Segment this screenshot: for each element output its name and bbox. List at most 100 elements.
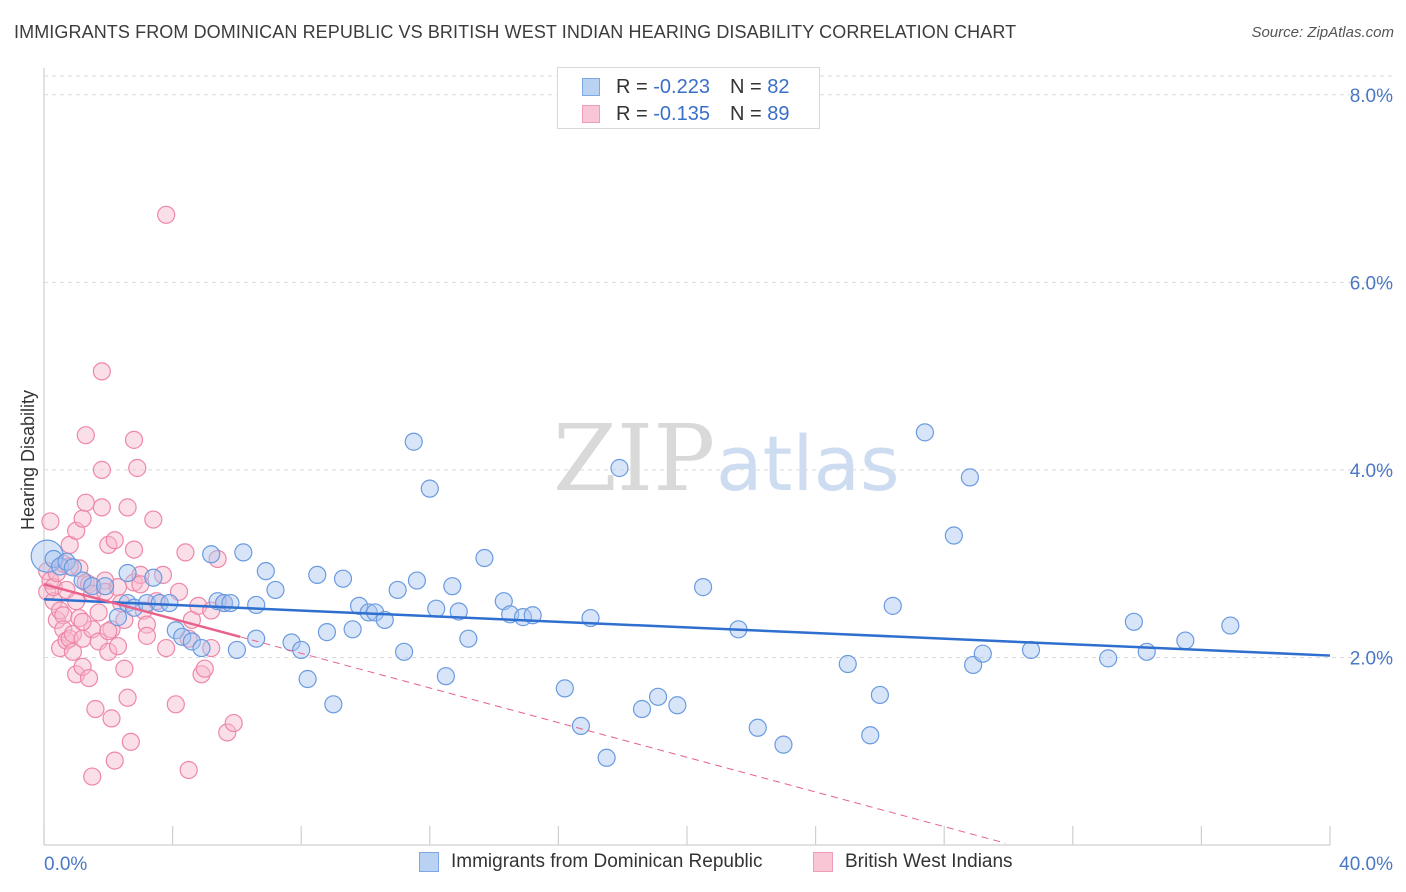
data-point-dominican-republic <box>774 735 793 754</box>
data-point-british-west-indians <box>76 493 95 512</box>
data-point-dominican-republic <box>420 479 439 498</box>
data-point-british-west-indians <box>118 498 137 517</box>
data-point-british-west-indians <box>128 458 147 478</box>
legend-item-dominican-republic[interactable]: Immigrants from Dominican Republic <box>419 851 763 873</box>
data-point-dominican-republic <box>388 580 407 600</box>
data-point-dominican-republic <box>915 423 935 442</box>
stats-legend: R = -0.223 N = 82 R = -0.135 N = 89 <box>557 67 820 129</box>
data-point-dominican-republic <box>693 578 713 597</box>
data-point-british-west-indians <box>115 659 134 678</box>
data-point-british-west-indians <box>63 624 83 644</box>
data-point-british-west-indians <box>57 631 76 650</box>
data-point-british-west-indians <box>202 638 221 658</box>
data-point-british-west-indians <box>124 430 144 449</box>
data-point-british-west-indians <box>99 642 118 661</box>
data-point-dominican-republic <box>459 629 478 648</box>
trend-line-british-west-indians <box>43 583 241 639</box>
source-credit: Source: ZipAtlas.com <box>1251 24 1394 41</box>
series-legend: Immigrants from Dominican Republic Briti… <box>0 851 1406 877</box>
data-point-british-west-indians <box>73 612 92 631</box>
legend-swatch-blue <box>582 78 600 96</box>
trend-lines <box>43 583 1331 844</box>
data-point-dominican-republic <box>404 432 423 451</box>
data-point-british-west-indians <box>54 620 73 639</box>
legend-n-value: 82 <box>767 75 790 98</box>
data-point-dominican-republic <box>475 548 494 568</box>
chart-title: IMMIGRANTS FROM DOMINICAN REPUBLIC VS BR… <box>14 22 1017 42</box>
watermark: ZIP atlas <box>553 405 900 512</box>
data-point-british-west-indians <box>102 709 121 728</box>
data-point-dominican-republic <box>202 545 221 564</box>
data-point-dominican-republic <box>160 593 179 613</box>
data-point-dominican-republic <box>227 640 246 660</box>
data-point-dominican-republic <box>597 748 616 767</box>
data-point-british-west-indians <box>73 657 92 676</box>
data-point-dominican-republic <box>883 596 902 615</box>
data-point-dominican-republic <box>443 577 462 596</box>
legend-n-label: N = <box>729 75 762 98</box>
data-point-british-west-indians <box>144 510 163 529</box>
data-point-dominican-republic <box>343 620 362 639</box>
series-british-west-indians <box>38 205 243 786</box>
legend-label-british-west-indians: British West Indians <box>845 851 1013 872</box>
data-point-british-west-indians <box>118 688 137 707</box>
data-point-dominican-republic <box>861 726 880 745</box>
data-point-british-west-indians <box>218 723 237 742</box>
data-point-dominican-republic <box>1176 631 1195 650</box>
y-axis-title: Hearing Disability <box>18 390 38 530</box>
data-point-dominican-republic <box>973 644 992 663</box>
data-point-dominican-republic <box>555 679 574 698</box>
data-point-dominican-republic <box>648 687 668 706</box>
data-point-dominican-republic <box>221 593 240 613</box>
data-point-dominican-republic <box>632 699 652 719</box>
y-tick-label: 8.0% <box>1350 86 1393 107</box>
data-point-dominican-republic <box>108 608 128 627</box>
data-point-british-west-indians <box>224 713 243 733</box>
data-point-dominican-republic <box>308 565 327 585</box>
data-point-british-west-indians <box>92 460 111 479</box>
data-point-dominican-republic <box>317 623 337 642</box>
trend-line-british-west-indians-extension <box>239 636 1006 844</box>
data-point-dominican-republic <box>166 621 185 640</box>
data-point-dominican-republic <box>1099 649 1118 668</box>
data-point-dominican-republic <box>427 599 446 618</box>
data-point-dominican-republic <box>668 696 687 715</box>
data-point-dominican-republic <box>83 577 102 596</box>
watermark-zip: ZIP <box>553 405 715 512</box>
legend-r-value: -0.135 <box>653 102 710 125</box>
data-point-dominican-republic <box>292 640 311 660</box>
data-point-dominican-republic <box>1137 642 1156 661</box>
data-point-dominican-republic <box>870 685 890 705</box>
data-point-british-west-indians <box>105 751 124 770</box>
data-point-dominican-republic <box>944 526 963 545</box>
data-point-dominican-republic <box>394 642 414 661</box>
legend-row-blue: R = -0.223 N = 82 <box>582 74 789 100</box>
data-point-british-west-indians <box>179 629 198 648</box>
legend-swatch-pink <box>582 105 600 123</box>
legend-r-label: R = <box>616 75 648 98</box>
watermark-atlas: atlas <box>716 419 900 508</box>
data-point-british-west-indians <box>105 531 124 550</box>
data-point-british-west-indians <box>166 695 185 714</box>
data-point-british-west-indians <box>86 699 105 719</box>
data-point-dominican-republic <box>449 602 468 621</box>
data-point-british-west-indians <box>157 205 176 224</box>
legend-swatch-pink <box>813 852 833 872</box>
legend-swatch-blue <box>419 852 439 872</box>
series-dominican-republic <box>30 423 1240 767</box>
data-point-dominican-republic <box>1124 612 1143 631</box>
data-point-dominican-republic <box>349 596 369 615</box>
data-point-british-west-indians <box>99 622 118 641</box>
data-point-dominican-republic <box>234 543 253 562</box>
data-point-dominican-republic <box>144 568 163 587</box>
data-point-dominican-republic <box>1221 616 1240 635</box>
data-point-dominican-republic <box>748 718 767 737</box>
data-point-dominican-republic <box>182 632 201 651</box>
data-point-dominican-republic <box>333 569 353 588</box>
data-point-british-west-indians <box>79 668 99 688</box>
legend-item-british-west-indians[interactable]: British West Indians <box>813 851 1013 873</box>
data-point-dominican-republic <box>838 654 857 674</box>
data-point-dominican-republic <box>571 716 591 735</box>
data-point-british-west-indians <box>121 732 140 751</box>
data-point-british-west-indians <box>179 760 198 780</box>
